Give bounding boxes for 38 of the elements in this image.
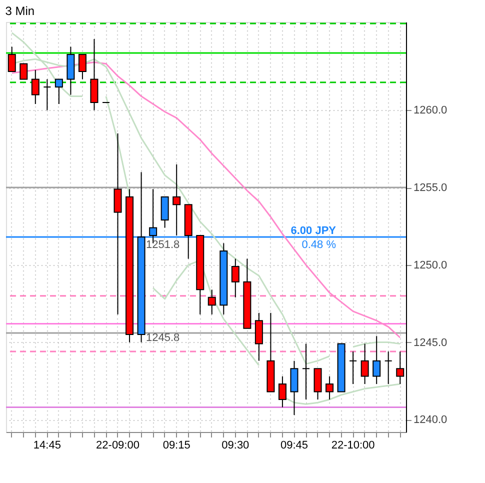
candlestick — [349, 351, 358, 385]
x-tick-label: 22-10:00 — [331, 440, 375, 452]
candlestick — [172, 164, 181, 236]
candlestick — [302, 343, 310, 400]
candlestick — [78, 54, 86, 80]
annotation: 1251.8 — [146, 239, 180, 252]
candlestick — [20, 63, 28, 80]
candlestick — [208, 289, 216, 315]
y-tick-label: 1240.0 — [414, 414, 448, 426]
candlestick — [372, 336, 381, 385]
candlestick — [360, 343, 369, 385]
ref-line-label: 6.00 JPY — [290, 225, 337, 238]
y-tick-label: 1245.0 — [414, 336, 448, 349]
candlestick — [43, 78, 52, 111]
candlestick — [254, 312, 263, 362]
chart-title: 3 Min — [5, 4, 35, 18]
y-tick-label: 1250.0 — [414, 259, 448, 272]
x-tick-label: 09:45 — [280, 440, 308, 452]
candlestick — [384, 351, 392, 385]
x-tick-label: 14:45 — [33, 440, 61, 452]
candlestick — [278, 376, 286, 408]
annotation: 1245.8 — [146, 332, 180, 344]
annotation: 0.48 % — [302, 239, 336, 252]
x-tick-label: 22-09:00 — [96, 440, 140, 452]
candlestick — [396, 351, 404, 385]
candlestick — [290, 360, 298, 416]
candlestick — [314, 368, 322, 400]
candlestick — [231, 258, 240, 298]
y-tick-label: 1255.0 — [414, 182, 448, 194]
x-tick-label: 09:15 — [162, 440, 190, 452]
candlestick — [326, 376, 334, 400]
candlestick — [31, 69, 40, 104]
y-tick-label: 1260.0 — [414, 104, 448, 117]
candlestick — [90, 38, 98, 111]
x-tick-label: 09:30 — [222, 440, 250, 452]
candlestick — [160, 196, 169, 228]
candlestick — [54, 78, 63, 104]
candlestick — [8, 46, 16, 72]
